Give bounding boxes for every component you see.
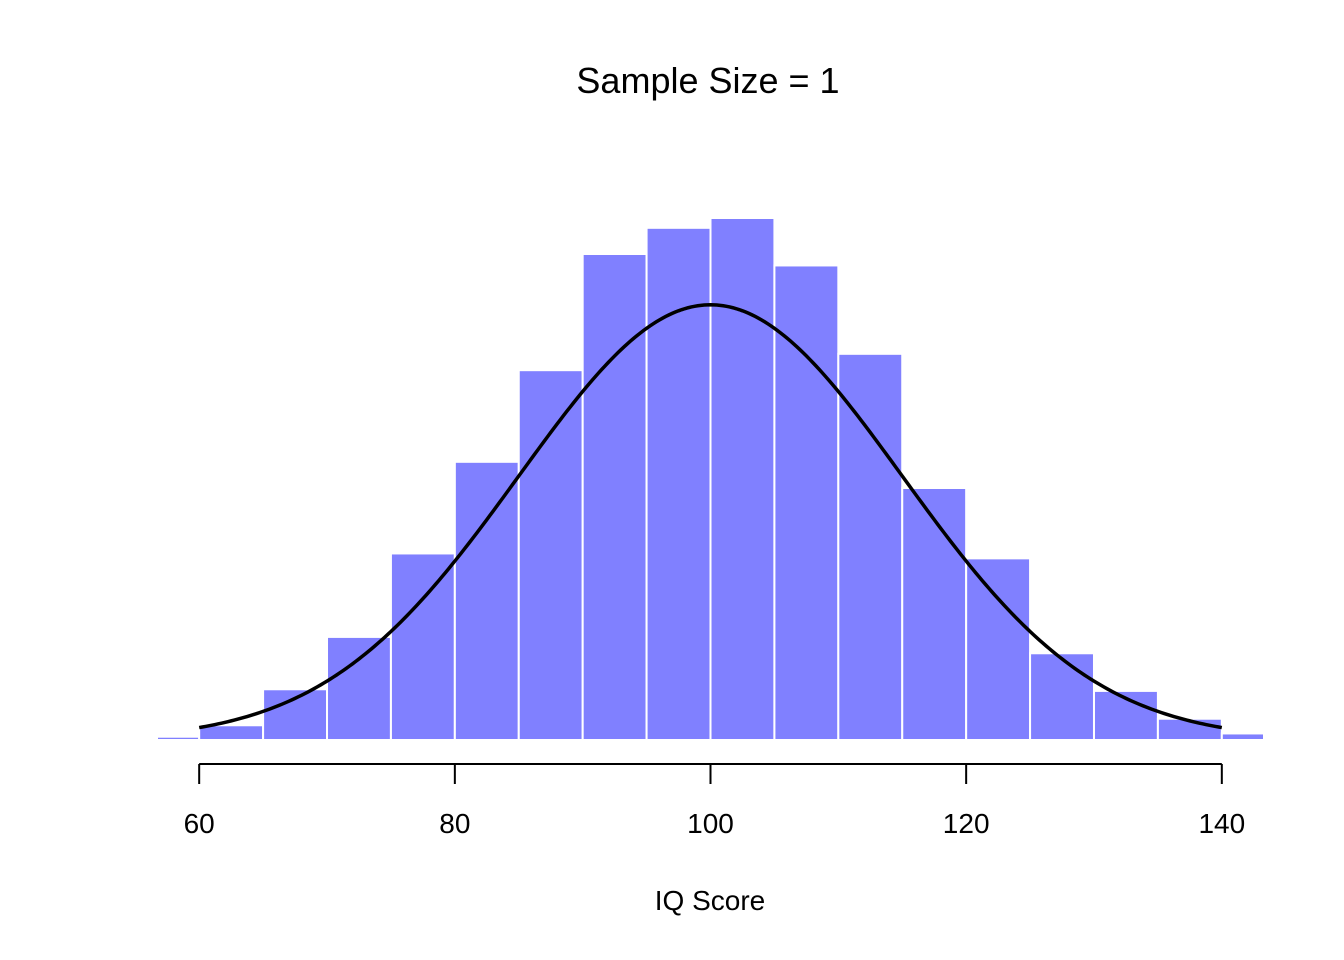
normal-density-curve: [198, 303, 1223, 730]
histogram-bar: [1029, 652, 1095, 741]
x-tick-label: 140: [1198, 808, 1245, 839]
x-tick-label: 120: [943, 808, 990, 839]
histogram-bar: [709, 217, 776, 741]
x-axis: 60 80 100 120 140: [184, 763, 1245, 839]
histogram-bar: [773, 264, 840, 741]
histogram-bar: [645, 226, 712, 741]
histogram-bar: [389, 552, 456, 741]
histogram-bar: [837, 352, 904, 741]
histogram-bar: [581, 253, 648, 741]
histogram-bar: [901, 487, 968, 741]
histogram-bar: [156, 735, 201, 742]
histogram-bar: [453, 460, 520, 741]
histogram-bar: [517, 369, 584, 741]
histogram-bar: [326, 635, 392, 742]
density-curve-layer: [198, 303, 1223, 730]
histogram-bar: [965, 557, 1032, 742]
histogram-bar: [1220, 732, 1266, 741]
x-axis-label: IQ Score: [655, 885, 765, 916]
x-tick-label: 60: [184, 808, 215, 839]
x-tick-label: 80: [439, 808, 470, 839]
histogram-bars: [156, 217, 1266, 742]
x-tick-label: 100: [687, 808, 734, 839]
histogram-bar: [1092, 689, 1159, 742]
chart-title: Sample Size = 1: [576, 60, 839, 101]
